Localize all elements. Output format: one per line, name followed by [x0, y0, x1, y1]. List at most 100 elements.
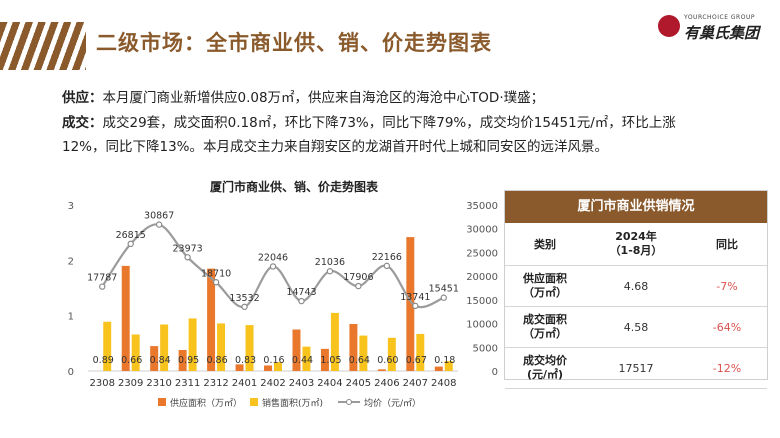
- sales-bar: [416, 333, 425, 371]
- price-point: [127, 240, 134, 248]
- logo-chinese: 有巢氏集团: [684, 24, 760, 42]
- deal-text: 成交29套，成交面积0.18㎡，环比下降73%，同比下降79%，成交均价1545…: [102, 115, 676, 131]
- supply-label: 供应：: [62, 90, 103, 106]
- y-right-tick-label: 20000: [466, 272, 498, 283]
- y-left-tick-label: 2: [68, 256, 74, 267]
- sales-bar: [444, 361, 453, 371]
- table-cell-change: -64%: [687, 306, 767, 348]
- supply-bar: [434, 366, 443, 371]
- supply-text: 本月厦门商业新增供应0.08万㎡，供应来自海沧区的海沧中心TOD·璞盛；: [102, 90, 545, 106]
- sales-bar: [160, 324, 169, 371]
- table-row: 成交均价 (元/㎡) 17517 -12%: [505, 347, 767, 389]
- table-cell-category: 供应面积 （万㎡）: [505, 265, 585, 307]
- legend-marker-price: [346, 399, 352, 405]
- sales-data-label: 0.60: [377, 355, 398, 366]
- price-data-label: 13532: [229, 293, 259, 304]
- decorative-stripes: [0, 22, 86, 70]
- supply-bar: [264, 365, 272, 371]
- table-cell-category: 成交均价 (元/㎡): [505, 347, 585, 389]
- x-tick-label: 2402: [260, 378, 285, 389]
- table-cell-value: 4.68: [585, 265, 687, 307]
- price-data-label: 21036: [315, 257, 345, 268]
- table-cell-value: 17517: [585, 347, 687, 389]
- price-data-label: 17906: [343, 272, 373, 283]
- table-cell-category: 成交面积 （万㎡）: [505, 306, 585, 348]
- supply-bar: [235, 364, 244, 371]
- sales-data-label: 1.05: [320, 355, 341, 366]
- summary-table-grid: 类别 2024年 （1-8月） 同比 供应面积 （万㎡） 4.68 -7% 成交…: [505, 223, 767, 389]
- y-right-tick-label: 35000: [466, 201, 498, 212]
- sales-bar: [131, 334, 140, 371]
- x-tick-label: 2312: [203, 378, 228, 389]
- legend-label-sales: 销售面积(万㎡): [262, 397, 323, 409]
- table-row: 供应面积 （万㎡） 4.68 -7%: [505, 265, 767, 307]
- logo-english: YOURCHOICE GROUP: [684, 14, 755, 21]
- page-title: 二级市场：全市商业供、销、价走势图表: [96, 31, 492, 55]
- sales-data-label: 0.64: [349, 355, 370, 366]
- price-data-label: 17787: [87, 273, 117, 284]
- x-tick-label: 2308: [90, 378, 115, 389]
- supply-bar: [178, 349, 187, 371]
- y-left-tick-label: 3: [68, 201, 74, 212]
- table-title: 厦门市商业供销情况: [505, 191, 767, 223]
- price-data-label: 30867: [144, 211, 174, 222]
- table-row: 成交面积 （万㎡） 4.58 -64%: [505, 306, 767, 348]
- x-tick-label: 2401: [232, 378, 257, 389]
- price-data-label: 22046: [258, 252, 288, 263]
- price-data-label: 15451: [429, 284, 459, 295]
- deal-paragraph-2: 12%，同比下降13%。本月成交主力来自翔安区的龙湖首开时代上城和同安区的远洋风…: [62, 135, 608, 159]
- y-right-tick-label: 15000: [466, 296, 498, 307]
- price-point: [99, 283, 106, 290]
- price-point: [184, 254, 191, 261]
- x-tick-label: 2406: [374, 378, 399, 389]
- sales-bar: [188, 318, 197, 371]
- company-logo: YOURCHOICE GROUP 有巢氏集团: [652, 12, 772, 52]
- price-data-label: 14743: [286, 287, 316, 298]
- y-right-tick-label: 30000: [466, 225, 498, 236]
- y-right-tick-label: 25000: [466, 248, 498, 259]
- sales-data-label: 0.66: [121, 355, 142, 366]
- price-point: [440, 294, 447, 301]
- table-header-cell: 类别: [505, 223, 585, 266]
- price-point: [241, 303, 248, 311]
- sales-data-label: 0.89: [93, 355, 114, 366]
- supply-bar: [121, 265, 130, 371]
- sales-data-label: 0.16: [263, 355, 284, 366]
- sales-data-label: 0.95: [178, 355, 199, 366]
- y-right-tick-label: 5000: [473, 343, 498, 354]
- sales-data-label: 0.67: [406, 355, 427, 366]
- sales-bar: [274, 362, 282, 371]
- logo-icon: [658, 15, 680, 37]
- summary-table: 厦门市商业供销情况 类别 2024年 （1-8月） 同比 供应面积 （万㎡） 4…: [504, 190, 768, 389]
- header: 二级市场：全市商业供、销、价走势图表 YOURCHOICE GROUP 有巢氏集…: [0, 0, 780, 70]
- price-data-label: 18710: [201, 268, 231, 279]
- supply-bar: [320, 348, 329, 371]
- sales-data-label: 0.44: [292, 355, 313, 366]
- legend-swatch-sales: [250, 398, 258, 406]
- x-tick-label: 2408: [431, 378, 456, 389]
- price-point: [269, 263, 277, 270]
- price-point: [355, 282, 362, 290]
- sales-bar: [359, 335, 368, 371]
- price-point: [383, 262, 391, 270]
- x-tick-label: 2407: [403, 378, 428, 389]
- deal-paragraph: 成交：成交29套，成交面积0.18㎡，环比下降73%，同比下降79%，成交均价1…: [62, 111, 676, 135]
- sales-bar: [245, 325, 254, 371]
- sales-bar: [330, 312, 339, 371]
- y-left-tick-label: 0: [68, 367, 74, 378]
- price-point: [212, 279, 220, 286]
- price-point: [326, 268, 334, 275]
- sales-data-label: 0.18: [434, 355, 455, 366]
- price-point: [155, 221, 163, 228]
- x-tick-label: 2404: [317, 378, 342, 389]
- legend-swatch-supply: [158, 398, 166, 406]
- deal-label: 成交：: [62, 115, 103, 131]
- table-header-cell: 2024年 （1-8月）: [585, 223, 687, 266]
- sales-data-label: 0.83: [235, 355, 256, 366]
- chart-title: 厦门市商业供、销、价走势图表: [210, 180, 379, 194]
- sales-bar: [387, 337, 396, 371]
- price-data-label: 13741: [400, 292, 430, 303]
- supply-bar: [150, 346, 159, 371]
- x-tick-label: 2310: [146, 378, 171, 389]
- supply-bar: [406, 237, 415, 371]
